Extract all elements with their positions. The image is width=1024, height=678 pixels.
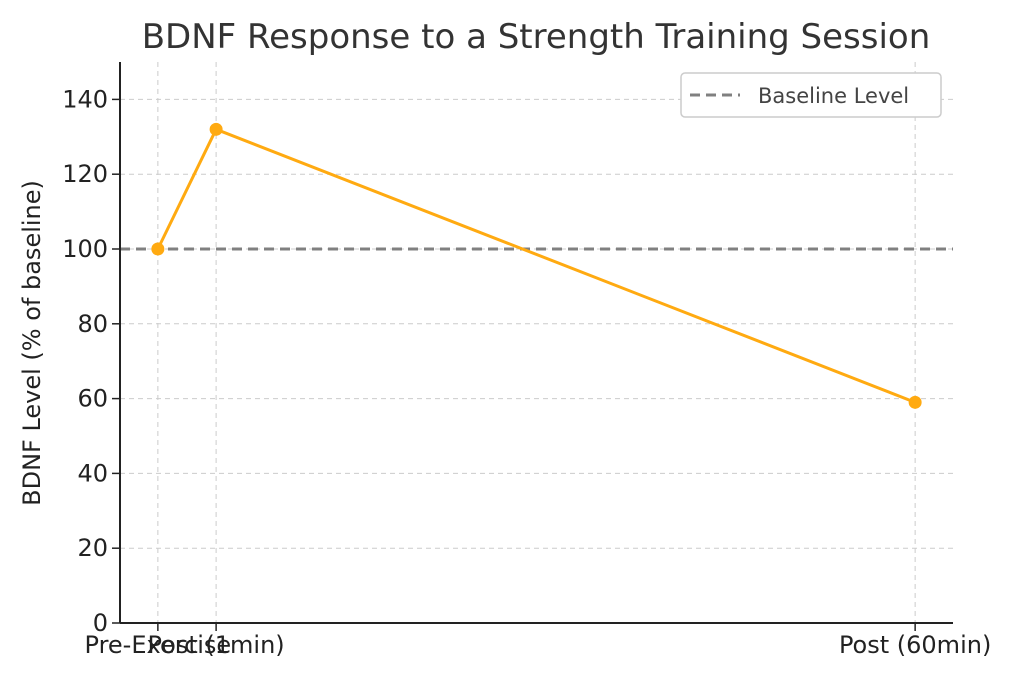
y-tick-label: 100: [62, 235, 108, 263]
chart-title: BDNF Response to a Strength Training Ses…: [142, 17, 931, 57]
legend-box: [680, 72, 942, 118]
legend-label: Baseline Level: [758, 84, 909, 108]
y-tick-label: 60: [77, 385, 108, 413]
y-ticks: 0 20 40 60 80 100 120 140: [62, 85, 120, 637]
data-point: [151, 242, 165, 256]
x-tick-label: Post (1min): [148, 631, 285, 659]
y-tick-label: 20: [77, 534, 108, 562]
y-tick-label: 0: [93, 609, 108, 637]
y-tick-label: 40: [77, 459, 108, 487]
series-line: [156, 127, 916, 404]
data-point: [908, 395, 922, 409]
y-tick-label: 140: [62, 85, 108, 113]
y-tick-label: 120: [62, 160, 108, 188]
grid: [120, 62, 953, 623]
y-axis-label: BDNF Level (% of baseline): [18, 180, 46, 506]
series-group: [151, 122, 922, 409]
x-tick-label: Pre-Exercise: [85, 631, 232, 659]
y-tick-label: 80: [77, 310, 108, 338]
x-tick-label: Post (60min): [839, 631, 991, 659]
data-point: [209, 122, 223, 136]
legend: Baseline Level: [680, 72, 942, 118]
